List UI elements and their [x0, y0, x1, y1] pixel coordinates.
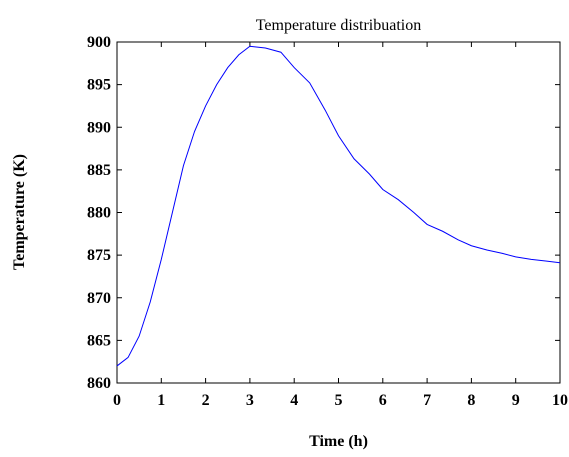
series-layer — [116, 45, 561, 367]
temperature-series-line — [116, 45, 561, 367]
y-tick-label: 865 — [87, 332, 111, 349]
y-tick-label: 900 — [87, 34, 111, 51]
x-tick-label: 3 — [246, 392, 254, 409]
y-tick-label: 895 — [87, 77, 111, 94]
y-tick-label: 890 — [87, 119, 111, 136]
x-tick-label: 6 — [379, 392, 387, 409]
y-tick-label: 885 — [87, 162, 111, 179]
y-tick-label: 860 — [87, 375, 111, 392]
x-tick-label: 1 — [157, 392, 165, 409]
x-tick-label: 4 — [290, 392, 298, 409]
y-axis-label: Temperature (K) — [11, 154, 28, 270]
x-axis-label: Time (h) — [309, 433, 368, 450]
chart-title: Temperature distribuation — [256, 17, 422, 34]
x-tick-label: 0 — [113, 392, 121, 409]
x-tick-label: 9 — [512, 392, 520, 409]
y-tick-label: 870 — [87, 290, 111, 307]
y-tick-label: 880 — [87, 205, 111, 222]
x-tick-label: 8 — [467, 392, 475, 409]
plot-area-frame — [116, 41, 561, 384]
x-tick-label: 5 — [335, 392, 343, 409]
axis-ticks: 0 1 2 3 4 5 6 7 8 9 10 860 865 870 875 880 885 890 895 900 — [87, 34, 568, 409]
y-tick-label: 875 — [87, 247, 111, 264]
x-tick-label: 10 — [552, 392, 568, 409]
x-tick-label: 2 — [202, 392, 210, 409]
x-tick-label: 7 — [423, 392, 431, 409]
